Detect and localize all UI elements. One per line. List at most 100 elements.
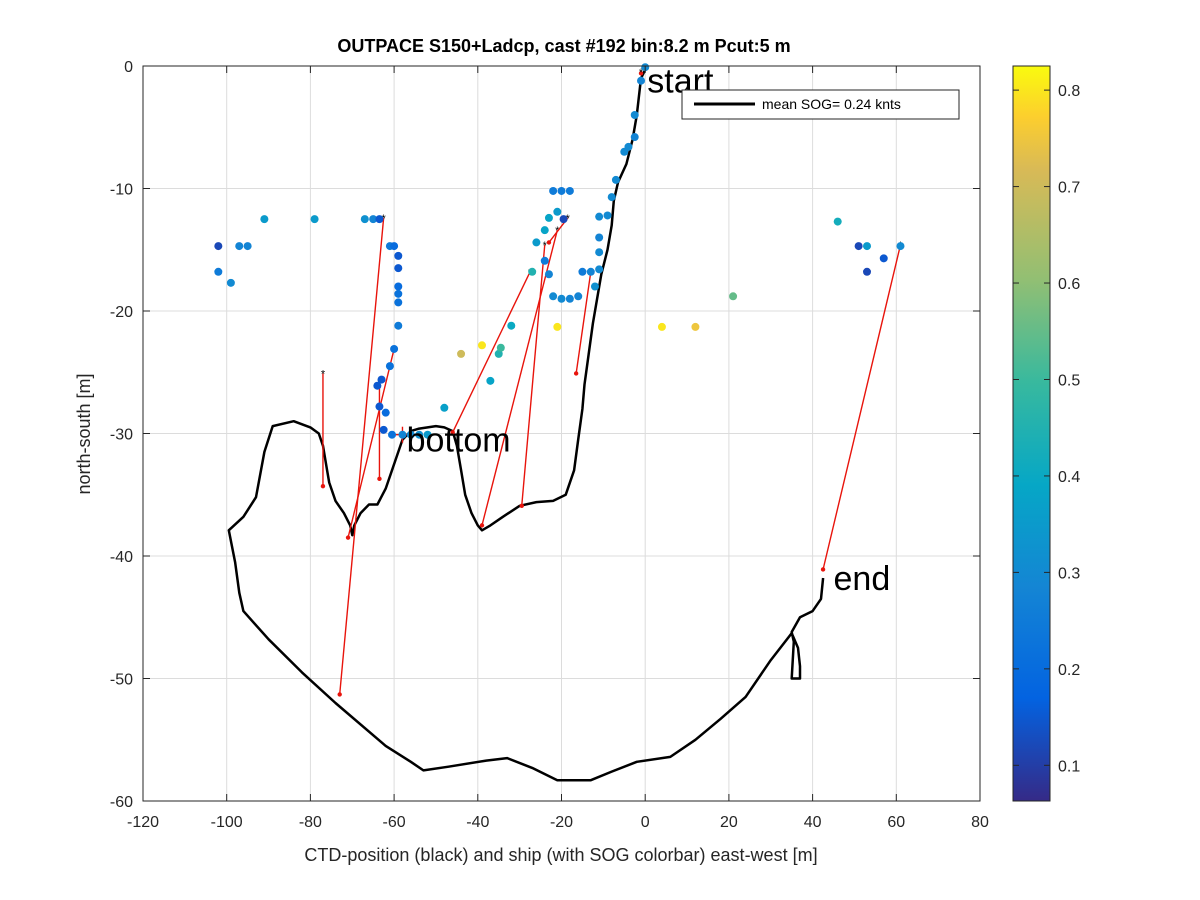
ship-point bbox=[557, 294, 566, 303]
ship-point bbox=[385, 362, 394, 371]
colorbar-tick-label: 0.2 bbox=[1058, 662, 1080, 679]
ship-point bbox=[394, 251, 403, 260]
ship-point bbox=[595, 233, 604, 242]
ship-point bbox=[235, 242, 244, 251]
ctd-bin-marker bbox=[546, 240, 552, 245]
y-tick-label: -60 bbox=[110, 794, 133, 811]
x-tick-label: 20 bbox=[720, 814, 738, 831]
colorbar-tick-label: 0.1 bbox=[1058, 758, 1080, 775]
ship-point bbox=[243, 242, 252, 251]
ship-point bbox=[377, 375, 386, 384]
ship-point bbox=[603, 211, 612, 220]
ship-point bbox=[854, 242, 863, 251]
ship-point bbox=[637, 76, 646, 85]
colorbar-gradient bbox=[1012, 65, 1051, 802]
ship-point bbox=[833, 217, 842, 226]
ship-bin-marker: * bbox=[543, 240, 548, 252]
ctd-bin-marker bbox=[320, 483, 326, 489]
ctd-track-layer bbox=[227, 69, 825, 782]
y-tick-label: -30 bbox=[110, 427, 133, 444]
ship-point bbox=[624, 142, 633, 151]
bin-connection-line bbox=[481, 229, 558, 526]
ship-bin-marker: * bbox=[639, 67, 644, 79]
ship-point bbox=[896, 242, 905, 251]
ship-point bbox=[540, 256, 549, 265]
ship-point bbox=[611, 175, 620, 184]
ship-point bbox=[394, 264, 403, 273]
y-tick-label: -40 bbox=[110, 549, 133, 566]
ship-point bbox=[394, 298, 403, 307]
ship-point bbox=[590, 282, 599, 291]
ctd-bin-marker bbox=[519, 503, 524, 508]
ctd-bin-marker bbox=[820, 567, 826, 572]
ship-point bbox=[226, 278, 235, 287]
ctd-bin-marker bbox=[479, 523, 485, 528]
ship-point bbox=[574, 292, 583, 301]
ship-point bbox=[879, 254, 888, 263]
plot-axes: *********** -120-100-80-60-40-2002040608… bbox=[110, 59, 989, 831]
ship-point bbox=[214, 267, 223, 276]
bin-lines-layer: *********** bbox=[320, 67, 903, 697]
ship-point bbox=[549, 292, 558, 301]
ctd-bin-marker bbox=[377, 476, 382, 482]
ship-point bbox=[381, 408, 390, 417]
ship-point bbox=[406, 430, 415, 439]
colorbar-tick-label: 0.8 bbox=[1058, 83, 1080, 100]
ship-point bbox=[586, 267, 595, 276]
ctd-track-line bbox=[227, 69, 825, 782]
ctd-bin-marker bbox=[638, 71, 644, 76]
ship-bin-marker: * bbox=[381, 213, 386, 225]
x-tick-label: -60 bbox=[383, 814, 406, 831]
colorbar-tick-label: 0.5 bbox=[1058, 372, 1080, 389]
ship-point bbox=[607, 193, 616, 202]
annotation-end: end bbox=[834, 560, 891, 598]
ship-point bbox=[373, 381, 382, 390]
ship-point bbox=[553, 322, 562, 331]
colorbar-tick-label: 0.7 bbox=[1058, 180, 1080, 197]
x-axis-label: CTD-position (black) and ship (with SOG … bbox=[304, 845, 817, 865]
y-axis-label: north-south [m] bbox=[74, 373, 94, 494]
ship-point bbox=[544, 270, 553, 279]
ship-point bbox=[863, 267, 872, 276]
ship-bin-marker: * bbox=[321, 368, 326, 380]
ship-point bbox=[423, 430, 432, 439]
bin-connection-line bbox=[338, 217, 385, 695]
ship-point bbox=[549, 186, 558, 195]
x-tick-label: 40 bbox=[804, 814, 822, 831]
ship-point bbox=[394, 289, 403, 298]
ship-point bbox=[578, 267, 587, 276]
ship-point bbox=[595, 248, 604, 257]
chart-title: OUTPACE S150+Ladcp, cast #192 bin:8.2 m … bbox=[337, 36, 790, 56]
bin-connection-line bbox=[575, 271, 592, 374]
ship-point bbox=[494, 349, 503, 358]
ship-point bbox=[477, 341, 486, 350]
x-tick-label: -120 bbox=[127, 814, 159, 831]
ship-point bbox=[630, 111, 639, 119]
x-tick-label: -100 bbox=[211, 814, 243, 831]
ship-point bbox=[540, 226, 549, 235]
ship-point bbox=[360, 215, 369, 224]
ctd-bin-marker bbox=[573, 371, 579, 376]
ship-point bbox=[863, 242, 872, 251]
ship-point bbox=[657, 322, 666, 331]
ctd-bin-marker bbox=[450, 430, 455, 435]
annotation-bottom: bottom bbox=[407, 422, 511, 460]
ship-point bbox=[390, 242, 399, 251]
ship-point bbox=[375, 402, 384, 411]
ship-point bbox=[440, 403, 449, 412]
legend-label: mean SOG= 0.24 knts bbox=[762, 96, 901, 112]
ship-point bbox=[595, 212, 604, 221]
ship-point bbox=[310, 215, 319, 224]
ship-point bbox=[565, 294, 574, 303]
ship-point bbox=[565, 186, 574, 195]
x-tick-label: -80 bbox=[299, 814, 322, 831]
colorbar-tick-label: 0.3 bbox=[1058, 565, 1080, 582]
ship-point bbox=[394, 282, 403, 291]
legend: mean SOG= 0.24 knts bbox=[681, 89, 960, 120]
x-tick-label: -40 bbox=[466, 814, 489, 831]
y-tick-label: -20 bbox=[110, 304, 133, 321]
y-tick-label: -10 bbox=[110, 182, 133, 199]
y-tick-label: 0 bbox=[124, 59, 133, 76]
ship-point bbox=[260, 215, 269, 224]
